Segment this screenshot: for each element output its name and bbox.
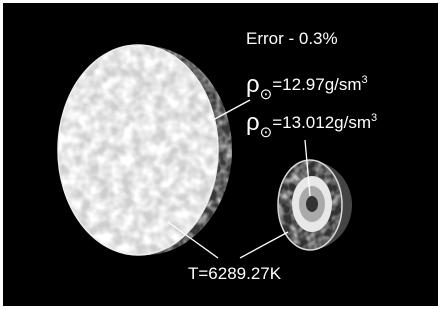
diagram: Error - 0.3% ρ⊙=12.97g/sm3 ρ⊙=13.012g/sm…	[0, 0, 441, 309]
error-label: Error - 0.3%	[246, 29, 338, 48]
large-sphere	[58, 45, 232, 255]
label-text: =12.97g/sm	[272, 75, 361, 94]
superscript: 3	[362, 74, 368, 86]
symbol: ρ	[246, 109, 260, 136]
label-text: =13.012g/sm	[272, 113, 371, 132]
symbol: ρ	[246, 71, 260, 98]
temperature-label: T=6289.27K	[188, 264, 282, 283]
subscript: ⊙	[260, 124, 273, 141]
subscript: ⊙	[260, 86, 273, 103]
page: {"error": "Error - 0.3%", "labels": [ {"…	[0, 0, 441, 309]
superscript: 3	[371, 112, 377, 124]
